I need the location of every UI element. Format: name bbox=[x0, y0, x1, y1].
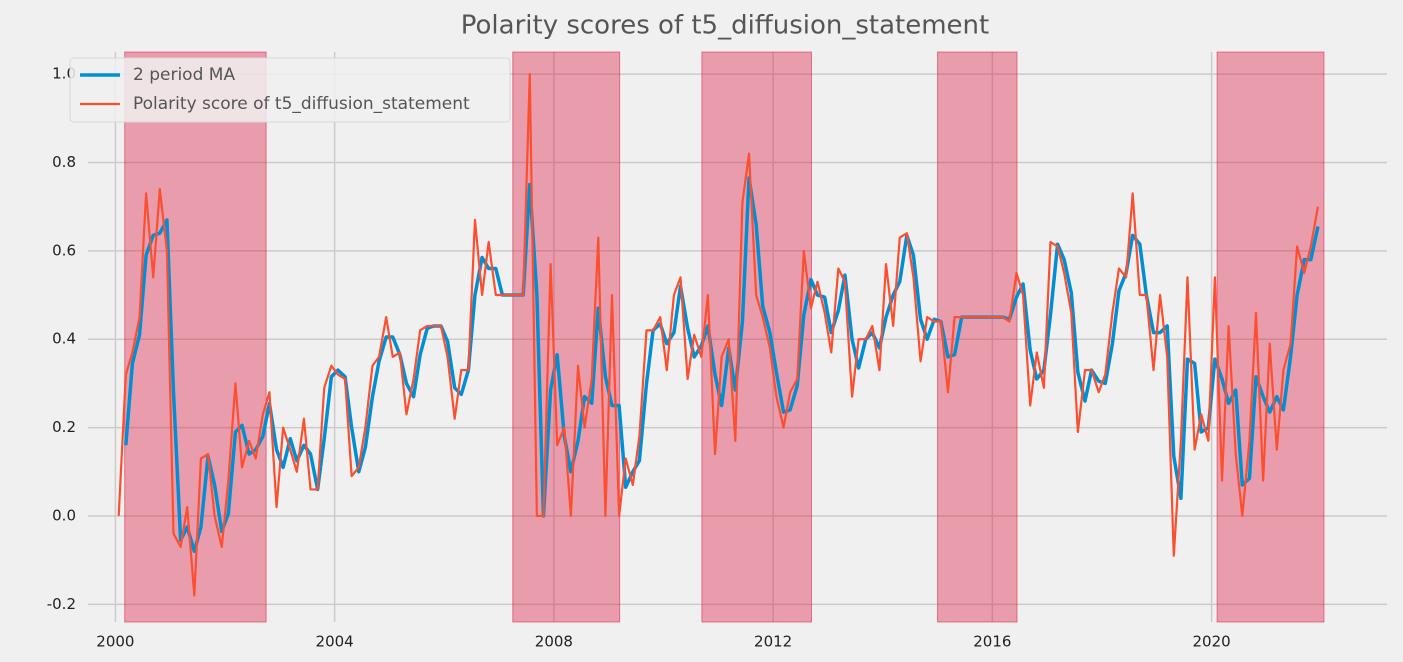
legend-label: 2 period MA bbox=[133, 65, 235, 85]
x-tick-label: 2004 bbox=[316, 633, 354, 651]
x-tick-label: 2000 bbox=[96, 633, 134, 651]
x-tick-label: 2008 bbox=[535, 633, 573, 651]
y-tick-label: 0.6 bbox=[52, 241, 76, 259]
legend-label: Polarity score of t5_diffusion_statement bbox=[133, 94, 470, 114]
shaded-region bbox=[124, 51, 267, 623]
series-line bbox=[117, 72, 1320, 597]
y-tick-label: 0.4 bbox=[52, 330, 76, 348]
legend-box bbox=[69, 57, 511, 123]
legend: 2 period MA Polarity score of t5_diffusio… bbox=[69, 57, 511, 123]
shaded-region bbox=[1216, 51, 1325, 623]
x-tick-label: 2016 bbox=[973, 633, 1011, 651]
y-tick-label: 0.8 bbox=[52, 153, 76, 171]
shaded-region bbox=[937, 51, 1018, 623]
x-tick-label: 2012 bbox=[754, 633, 792, 651]
lines bbox=[117, 72, 1320, 597]
series-line bbox=[124, 176, 1320, 554]
x-tick-label: 2020 bbox=[1193, 633, 1231, 651]
shaded-region bbox=[701, 51, 812, 623]
y-tick-label: -0.2 bbox=[47, 595, 76, 613]
chart-title: Polarity scores of t5_diffusion_statemen… bbox=[461, 11, 989, 41]
shaded-regions bbox=[124, 51, 1325, 623]
y-tick-label: 0.2 bbox=[52, 418, 76, 436]
y-tick-label: 0.0 bbox=[52, 506, 76, 524]
